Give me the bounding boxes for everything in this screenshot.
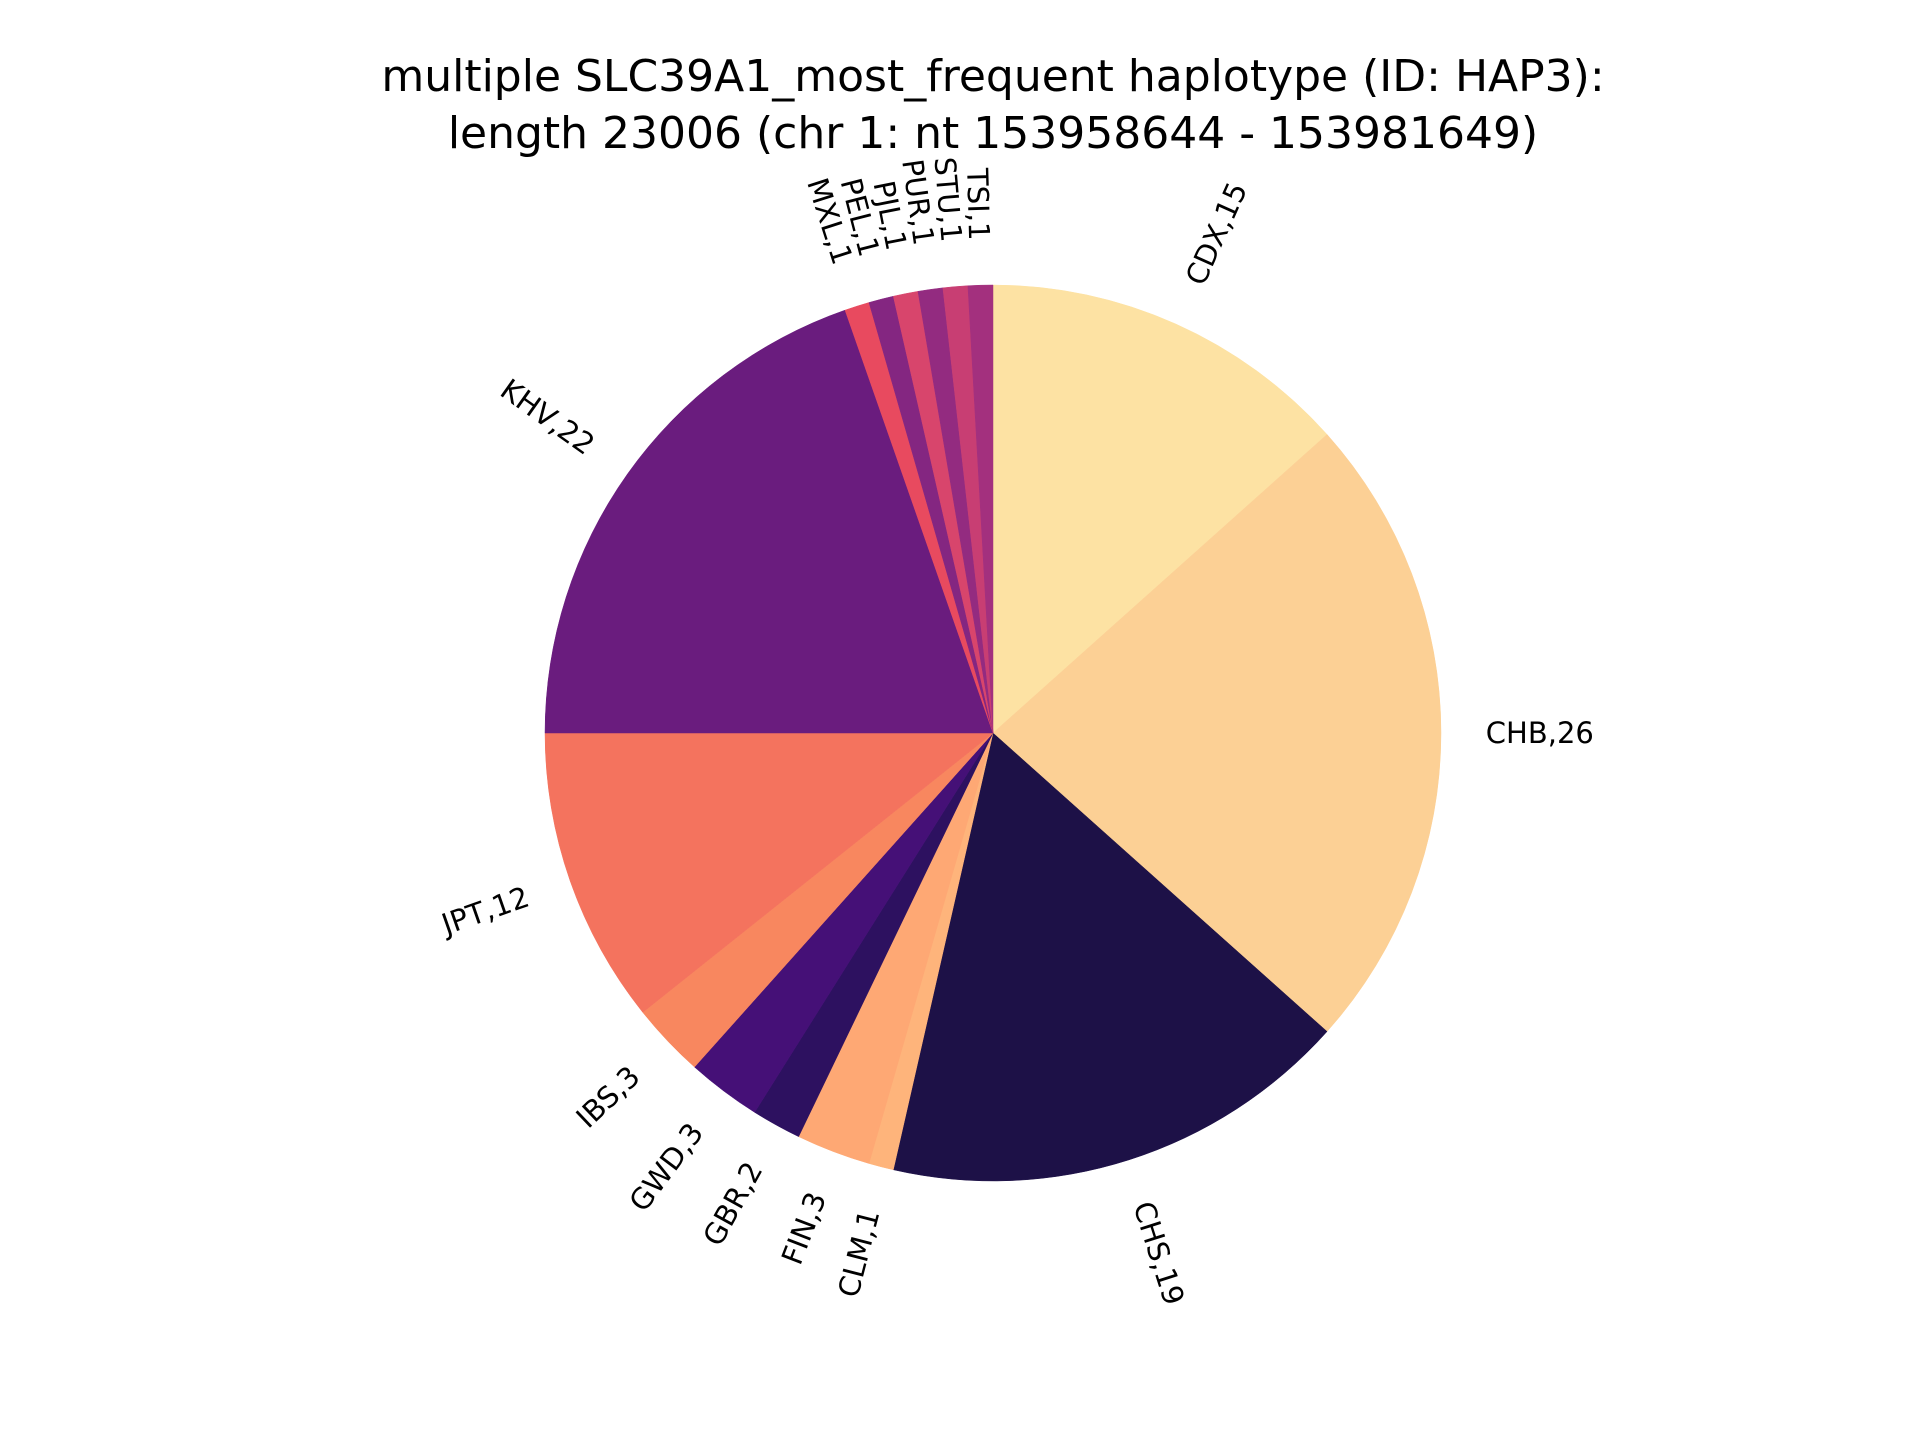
pie-label-stu: STU,1 [927,156,968,244]
pie-slice-cdx [992,284,1328,734]
pie-label-cdx: CDX,15 [1179,177,1254,290]
pie-label-tsi: TSI,1 [960,167,996,241]
pie-slice-khv [544,309,994,734]
pie-slices [544,284,1442,1182]
pie-label-clm: CLM,1 [831,1206,886,1301]
pie-label-fin: FIN,3 [775,1187,833,1269]
pie-label-jpt: JPT,12 [436,880,534,942]
pie-label-ibs: IBS,3 [569,1059,646,1135]
pie-slice-tsi [967,284,994,734]
pie-label-gwd: GWD,3 [622,1117,710,1218]
pie-slice-chs [893,732,1328,1182]
chart-title-line-1: multiple SLC39A1_most_frequent haplotype… [381,51,1604,102]
pie-label-khv: KHV,22 [494,372,601,462]
chart-title-line-2: length 23006 (chr 1: nt 153958644 - 1539… [448,108,1538,159]
pie-label-chb: CHB,26 [1486,716,1594,750]
pie-slice-jpt [544,732,994,1013]
pie-slice-chb [992,434,1442,1032]
pie-label-chs: CHS,19 [1126,1197,1191,1309]
pie-labels: CDX,15 CHB,26 CHS,19 CLM,1FIN,3GBR,2GWD,3IB… [436,156,1594,1309]
pie-label-gbr: GBR,2 [696,1156,769,1251]
